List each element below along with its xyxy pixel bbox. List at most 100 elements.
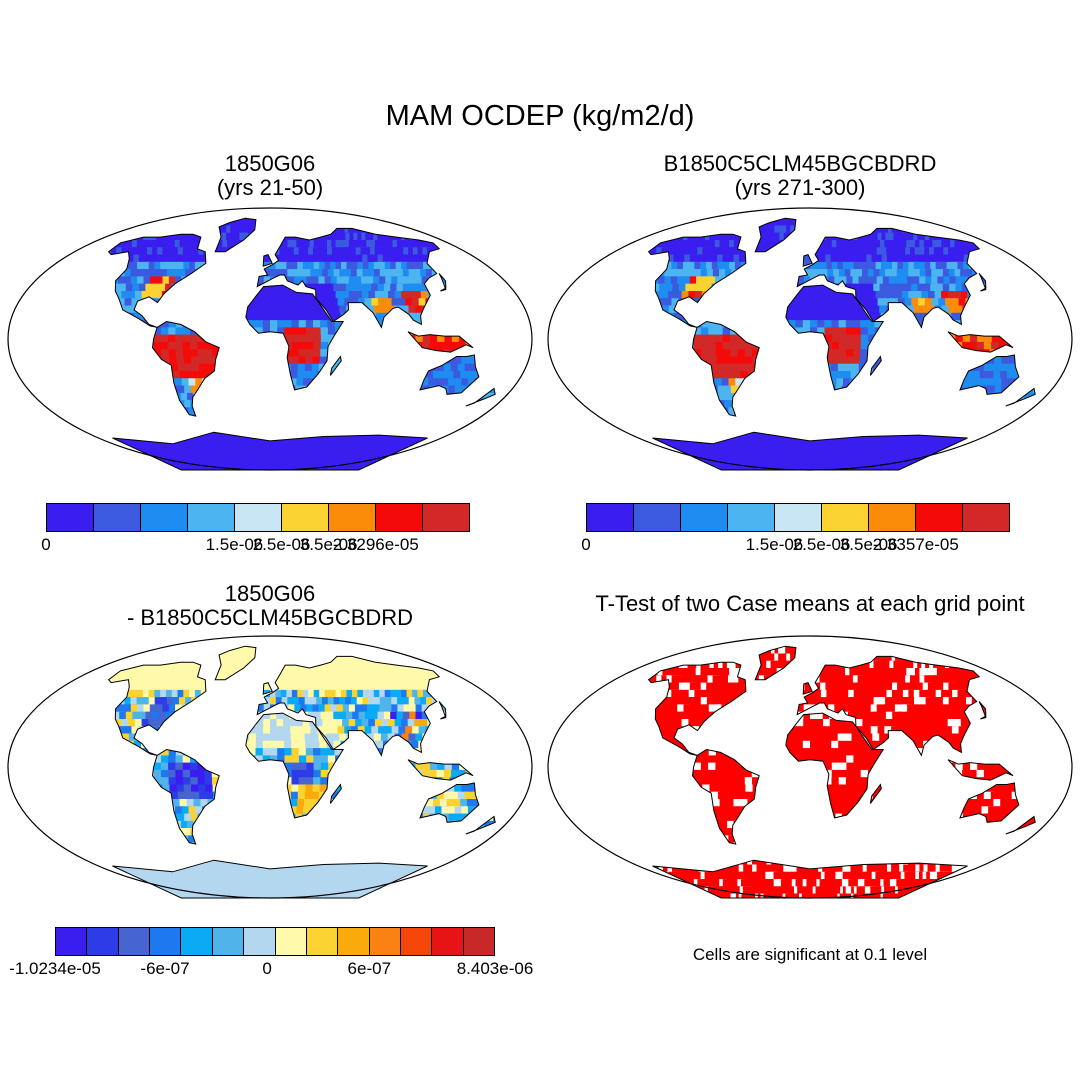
- colorbar-tick-label: 6e-07: [347, 959, 392, 978]
- colorbar-swatch: [963, 504, 1009, 531]
- colorbar-swatch: [47, 504, 94, 531]
- coastline-japan: [978, 273, 987, 292]
- coastline-northAmerica: [647, 661, 747, 756]
- colorbar-swatch: [141, 504, 188, 531]
- colorbar-tick-label: -6e-07: [140, 959, 190, 978]
- coastline-japan: [438, 701, 447, 720]
- coastline-madagascar: [329, 355, 342, 376]
- coastline-newzealand: [465, 387, 496, 407]
- coastline-australia: [419, 782, 480, 823]
- colorbar-swatch: [869, 504, 916, 531]
- coastline-australia: [959, 782, 1020, 823]
- colorbar-tick-label: 1.5e-06: [745, 535, 804, 554]
- coastline-newzealand: [465, 815, 496, 835]
- colorbar-swatch: [369, 928, 401, 955]
- colorbar-tick-label: 2.5e-06: [792, 535, 851, 554]
- colorbar-swatch: [275, 928, 307, 955]
- panel-title-case1: 1850G06 (yrs 21-50): [50, 152, 490, 200]
- colorbar-swatch: [822, 504, 869, 531]
- coastline-greenland: [214, 645, 257, 681]
- colorbar-tick-label: 0: [581, 535, 591, 554]
- coastline-japan: [438, 273, 447, 292]
- coastline-japan: [978, 701, 987, 720]
- colorbar-tick-label: 3.5e-06: [839, 535, 898, 554]
- coastline-southAmerica: [151, 748, 220, 845]
- coastline-eurasia: [796, 655, 981, 757]
- coastline-indonesia: [947, 759, 1014, 781]
- colorbar-swatch: [432, 928, 464, 955]
- coastline-northAmerica: [107, 661, 207, 756]
- colorbar-tick-label: 2.3296e-05: [332, 535, 419, 554]
- coastline-uk: [262, 681, 273, 695]
- coastline-uk: [802, 253, 813, 267]
- coastline-southAmerica: [151, 320, 220, 417]
- significance-note: Cells are significant at 0.1 level: [692, 945, 928, 964]
- coastline-northAmerica: [647, 233, 747, 328]
- map-ttest: [547, 635, 1073, 899]
- colorbar-tick-label: 1.5e-06: [205, 535, 264, 554]
- coastline-greenland: [754, 217, 797, 253]
- coastline-madagascar: [869, 355, 882, 376]
- panel-title-case2: B1850C5CLM45BGCBDRD (yrs 271-300): [580, 152, 1020, 200]
- colorbar-swatch: [338, 928, 370, 955]
- colorbar-swatch: [423, 504, 469, 531]
- colorbar-swatch: [634, 504, 681, 531]
- colorbar-tick-label: 0: [262, 959, 272, 978]
- coastline-greenland: [754, 645, 797, 681]
- colorbar-case1: [46, 503, 470, 532]
- colorbar-swatch: [916, 504, 963, 531]
- coastline-indonesia: [407, 759, 474, 781]
- coastline-africa: [245, 284, 345, 391]
- coastline-indonesia: [407, 331, 474, 353]
- map-border: [547, 207, 1073, 471]
- colorbar-swatch: [235, 504, 282, 531]
- coastline-africa: [785, 284, 885, 391]
- map-border: [7, 635, 533, 899]
- panel-title-case2-line1: B1850C5CLM45BGCBDRD: [663, 151, 937, 176]
- coastline-uk: [262, 253, 273, 267]
- coastline-greenland: [214, 217, 257, 253]
- coastline-africa: [785, 712, 885, 819]
- colorbar-swatch: [400, 928, 433, 955]
- colorbar-swatch: [212, 928, 245, 955]
- panel-title-diff-line1: 1850G06: [224, 581, 316, 606]
- coastline-newzealand: [1005, 815, 1036, 835]
- colorbar-tick-label: -1.0234e-05: [9, 959, 101, 978]
- panel-title-case1-line2: (yrs 21-50): [216, 175, 324, 200]
- coastline-africa: [245, 712, 345, 819]
- coastline-uk: [802, 681, 813, 695]
- colorbar-swatch: [118, 928, 151, 955]
- coastline-madagascar: [869, 783, 882, 804]
- colorbar-tick-label: 0: [41, 535, 51, 554]
- colorbar-swatch: [681, 504, 728, 531]
- map-case2: [547, 207, 1073, 471]
- colorbar-swatch: [587, 504, 634, 531]
- panel-title-case1-line1: 1850G06: [224, 151, 316, 176]
- colorbar-swatch: [775, 504, 822, 531]
- coastline-eurasia: [796, 227, 981, 329]
- map-case1: [7, 207, 533, 471]
- map-diff: [7, 635, 533, 899]
- coastline-australia: [419, 354, 480, 395]
- colorbar-swatch: [376, 504, 423, 531]
- coastline-eurasia: [256, 655, 441, 757]
- panel-title-diff-line2: - B1850C5CLM45BGCBDRD: [126, 605, 414, 630]
- colorbar-diff: [55, 927, 495, 956]
- coastline-northAmerica: [107, 233, 207, 328]
- colorbar-swatch: [306, 928, 339, 955]
- colorbar-swatch: [87, 928, 119, 955]
- colorbar-swatch: [463, 928, 495, 955]
- coastline-indonesia: [947, 331, 1014, 353]
- colorbar-tick-label: 3.5e-06: [299, 535, 358, 554]
- map-border: [547, 635, 1073, 899]
- panel-title-ttest-line1: T-Test of two Case means at each grid po…: [595, 591, 1025, 616]
- panel-title-diff: 1850G06 - B1850C5CLM45BGCBDRD: [50, 582, 490, 630]
- colorbar-swatch: [728, 504, 775, 531]
- coastline-newzealand: [1005, 387, 1036, 407]
- colorbar-swatch: [329, 504, 376, 531]
- panel-title-ttest: T-Test of two Case means at each grid po…: [545, 592, 1075, 616]
- colorbar-tick-label: 2.3357e-05: [872, 535, 959, 554]
- colorbar-swatch: [282, 504, 329, 531]
- colorbar-swatch: [244, 928, 276, 955]
- colorbar-swatch: [94, 504, 141, 531]
